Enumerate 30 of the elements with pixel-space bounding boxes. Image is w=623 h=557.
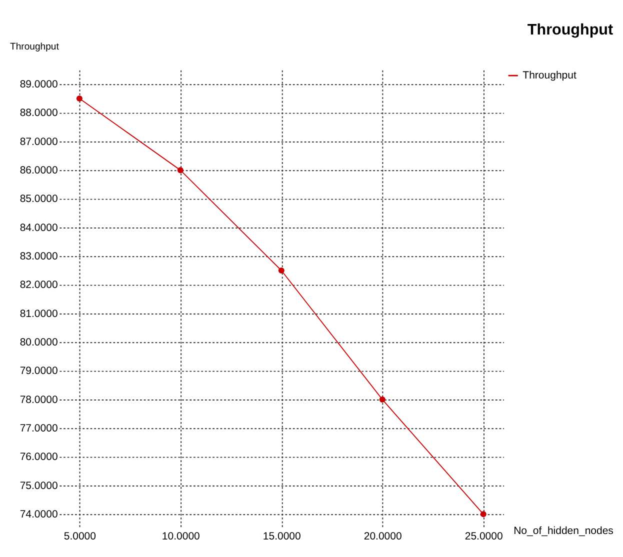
x-tick-label: 20.0000: [364, 530, 402, 542]
y-tick-label: 81.0000: [20, 308, 58, 320]
text: Throughput: [527, 22, 614, 38]
y-tick-label: 79.0000: [20, 365, 58, 378]
y-tick-label: 87.0000: [20, 136, 58, 148]
point: [177, 167, 184, 174]
x-tick-label: 25.0000: [464, 530, 503, 542]
y-tick-label: 74.0000: [20, 508, 58, 521]
y-tick-label: 75.0000: [20, 480, 58, 492]
legend-label: Throughput: [522, 69, 576, 82]
y-tick-label: 83.0000: [20, 250, 58, 263]
y-tick-label: 82.0000: [20, 279, 58, 292]
y-tick-label: 85.0000: [20, 193, 58, 206]
y-tick-label: 89.0000: [20, 78, 58, 91]
point: [480, 511, 486, 518]
y-tick-label: 80.0000: [20, 336, 58, 349]
x-tick-label: 5.0000: [64, 530, 96, 542]
y-tick-label: 88.0000: [20, 107, 58, 120]
y-tick-label: 84.0000: [20, 222, 58, 234]
y-axis-title: Throughput: [10, 41, 60, 52]
x-tick-label: 10.0000: [162, 530, 200, 542]
y-tick-label: 78.0000: [20, 394, 58, 406]
point: [76, 96, 82, 102]
y-tick-label: 76.0000: [20, 451, 58, 464]
point: [278, 267, 284, 274]
y-tick-label: 77.0000: [20, 422, 58, 435]
x-tick-label: 15.0000: [262, 530, 302, 542]
x-axis-title: No_of_hidden_nodes: [514, 524, 614, 537]
y-tick-label: 86.0000: [20, 164, 58, 177]
point: [379, 396, 386, 403]
